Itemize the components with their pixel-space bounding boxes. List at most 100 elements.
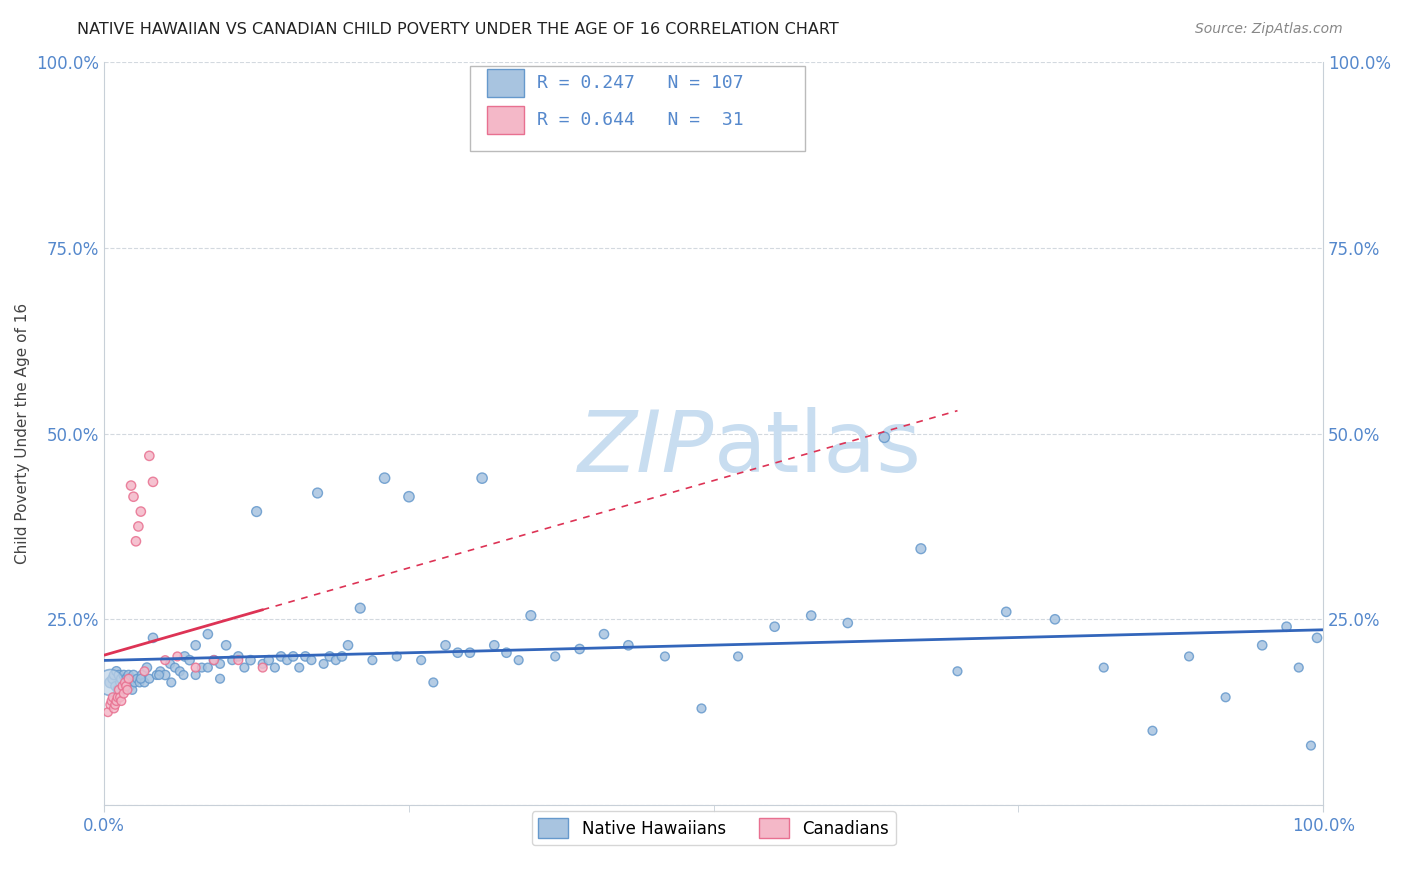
Point <box>197 660 219 674</box>
FancyBboxPatch shape <box>486 106 523 134</box>
Point <box>122 490 145 504</box>
Point <box>128 675 150 690</box>
Point <box>103 668 125 682</box>
Point <box>654 649 676 664</box>
Point <box>349 601 371 615</box>
Point <box>202 653 225 667</box>
Point <box>202 653 225 667</box>
Point <box>508 653 530 667</box>
Point <box>1092 660 1115 674</box>
Point <box>100 694 122 708</box>
Point <box>434 638 457 652</box>
Point <box>122 668 145 682</box>
Point <box>246 505 269 519</box>
Point <box>108 668 131 682</box>
Point <box>107 682 129 697</box>
Point <box>270 649 292 664</box>
Point <box>153 668 176 682</box>
Text: ZIP: ZIP <box>578 407 714 490</box>
Point <box>319 649 342 664</box>
Point <box>484 638 506 652</box>
Point <box>873 430 896 444</box>
Point <box>129 505 152 519</box>
Point <box>283 649 305 664</box>
Point <box>184 660 207 674</box>
Point <box>114 675 136 690</box>
Text: R = 0.644   N =  31: R = 0.644 N = 31 <box>537 112 744 129</box>
Point <box>422 675 444 690</box>
Point <box>1306 631 1329 645</box>
Point <box>411 653 433 667</box>
Point <box>112 687 135 701</box>
Point <box>125 534 148 549</box>
Point <box>301 653 323 667</box>
Point <box>117 675 139 690</box>
Point <box>117 672 139 686</box>
Point <box>104 679 127 693</box>
Point <box>134 675 156 690</box>
Point <box>1215 690 1237 705</box>
Point <box>121 682 143 697</box>
Point <box>312 657 335 671</box>
Point <box>134 665 156 679</box>
Point <box>1178 649 1201 664</box>
Point <box>145 668 167 682</box>
Point <box>108 690 131 705</box>
Point <box>117 668 139 682</box>
Point <box>276 653 298 667</box>
Point <box>104 698 127 712</box>
Point <box>153 653 176 667</box>
Point <box>294 649 316 664</box>
Text: Source: ZipAtlas.com: Source: ZipAtlas.com <box>1195 22 1343 37</box>
Point <box>471 471 494 485</box>
Point <box>135 660 157 674</box>
Point <box>495 646 517 660</box>
Point <box>98 698 121 712</box>
Y-axis label: Child Poverty Under the Age of 16: Child Poverty Under the Age of 16 <box>15 303 30 564</box>
Point <box>120 672 142 686</box>
Point <box>374 471 396 485</box>
Point <box>257 653 280 667</box>
Point <box>148 668 170 682</box>
Point <box>228 649 250 664</box>
Point <box>129 672 152 686</box>
Point <box>1142 723 1164 738</box>
Point <box>159 657 181 671</box>
Point <box>149 665 172 679</box>
Point <box>209 657 232 671</box>
Point <box>166 649 188 664</box>
Point <box>1288 660 1310 674</box>
Point <box>337 638 360 652</box>
Point <box>105 665 128 679</box>
Point <box>108 675 131 690</box>
Point <box>124 675 146 690</box>
Text: NATIVE HAWAIIAN VS CANADIAN CHILD POVERTY UNDER THE AGE OF 16 CORRELATION CHART: NATIVE HAWAIIAN VS CANADIAN CHILD POVERT… <box>77 22 839 37</box>
Point <box>233 660 256 674</box>
Point <box>544 649 567 664</box>
Point <box>107 690 129 705</box>
Point <box>184 668 207 682</box>
Point <box>127 672 149 686</box>
Point <box>163 660 186 674</box>
Point <box>330 649 353 664</box>
Point <box>398 490 420 504</box>
Point <box>131 668 153 682</box>
Point <box>361 653 384 667</box>
Point <box>172 668 194 682</box>
FancyBboxPatch shape <box>470 66 806 152</box>
Point <box>105 694 128 708</box>
Point <box>288 660 311 674</box>
Point <box>325 653 347 667</box>
FancyBboxPatch shape <box>486 69 523 97</box>
Point <box>101 690 124 705</box>
Point <box>98 675 121 690</box>
Point <box>209 672 232 686</box>
Point <box>617 638 640 652</box>
Point <box>110 672 132 686</box>
Point <box>138 672 160 686</box>
Point <box>307 486 329 500</box>
Point <box>127 519 149 533</box>
Point <box>117 682 139 697</box>
Point <box>1251 638 1274 652</box>
Point <box>179 653 201 667</box>
